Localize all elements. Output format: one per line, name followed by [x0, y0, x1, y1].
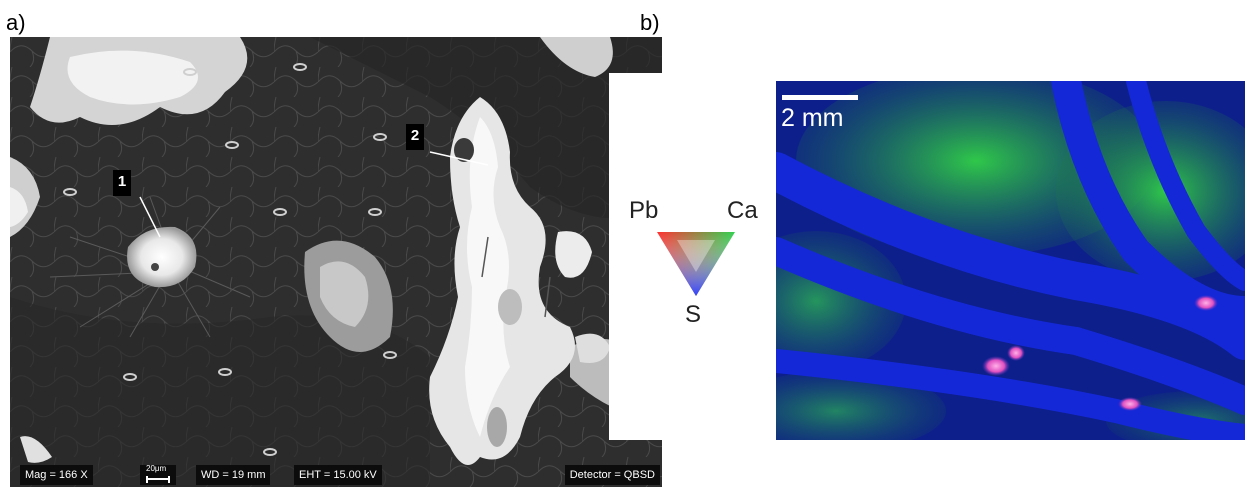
sem-image	[10, 37, 662, 487]
legend-pb-label: Pb	[629, 197, 659, 224]
panel-a-label: a)	[6, 10, 26, 35]
sem-detector-label: Detector = QBSD	[564, 465, 660, 485]
color-legend: Pb Ca S	[609, 73, 777, 440]
xrf-map-image	[776, 81, 1245, 440]
sem-wd-label: WD = 19 mm	[196, 465, 271, 485]
scale-bar-icon	[146, 476, 170, 483]
sem-mag-label: Mag = 166 X	[20, 465, 93, 485]
marker-2: 2	[406, 124, 424, 150]
xrf-scale-label: 2 mm	[781, 104, 844, 132]
sem-scale-bar: 20μm	[140, 464, 176, 485]
marker-1: 1	[113, 170, 131, 196]
rgb-triangle-icon	[657, 232, 735, 296]
legend-s-label: S	[685, 301, 702, 328]
sem-eht-label: EHT = 15.00 kV	[294, 465, 382, 485]
xrf-scale-bar	[782, 95, 858, 100]
sem-scale-label: 20μm	[146, 464, 167, 473]
sem-micrograph: 1 2 Mag = 166 X 20μm WD = 19 mm EHT = 15…	[10, 37, 662, 487]
panel-b-label: b)	[640, 10, 660, 35]
xrf-element-map: 2 mm	[776, 81, 1245, 440]
legend-ca-label: Ca	[727, 197, 758, 224]
